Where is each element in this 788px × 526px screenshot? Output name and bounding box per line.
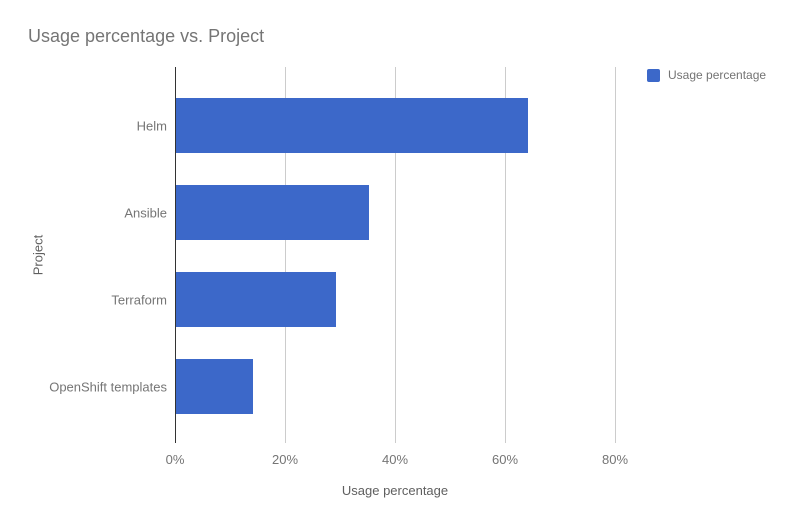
y-tick-label-openshift-templates: OpenShift templates <box>49 379 167 394</box>
zero-axis-line <box>175 67 176 443</box>
x-tick-label: 20% <box>271 452 299 467</box>
x-tick-label: 0% <box>165 452 185 467</box>
x-tick-label: 60% <box>491 452 519 467</box>
legend-item[interactable]: Usage percentage <box>647 68 766 82</box>
legend-label: Usage percentage <box>668 68 767 82</box>
bar-ansible[interactable] <box>176 185 369 240</box>
x-tick-label: 40% <box>381 452 409 467</box>
gridline <box>285 67 286 443</box>
y-tick-label-terraform: Terraform <box>111 292 167 307</box>
plot-area <box>175 67 616 443</box>
x-axis-title: Usage percentage <box>341 483 449 498</box>
bar-helm[interactable] <box>176 98 528 153</box>
y-tick-label-helm: Helm <box>136 118 167 133</box>
gridline <box>505 67 506 443</box>
bar-terraform[interactable] <box>176 272 336 327</box>
y-tick-label-ansible: Ansible <box>124 205 167 220</box>
x-tick-label: 80% <box>601 452 629 467</box>
bar-openshift-templates[interactable] <box>176 359 253 414</box>
gridline <box>395 67 396 443</box>
gridline <box>615 67 616 443</box>
y-axis-labels: Helm Ansible Terraform OpenShift templates <box>0 0 167 526</box>
legend-swatch-icon <box>647 68 660 82</box>
chart-title: Usage percentage vs. Project <box>28 26 265 46</box>
